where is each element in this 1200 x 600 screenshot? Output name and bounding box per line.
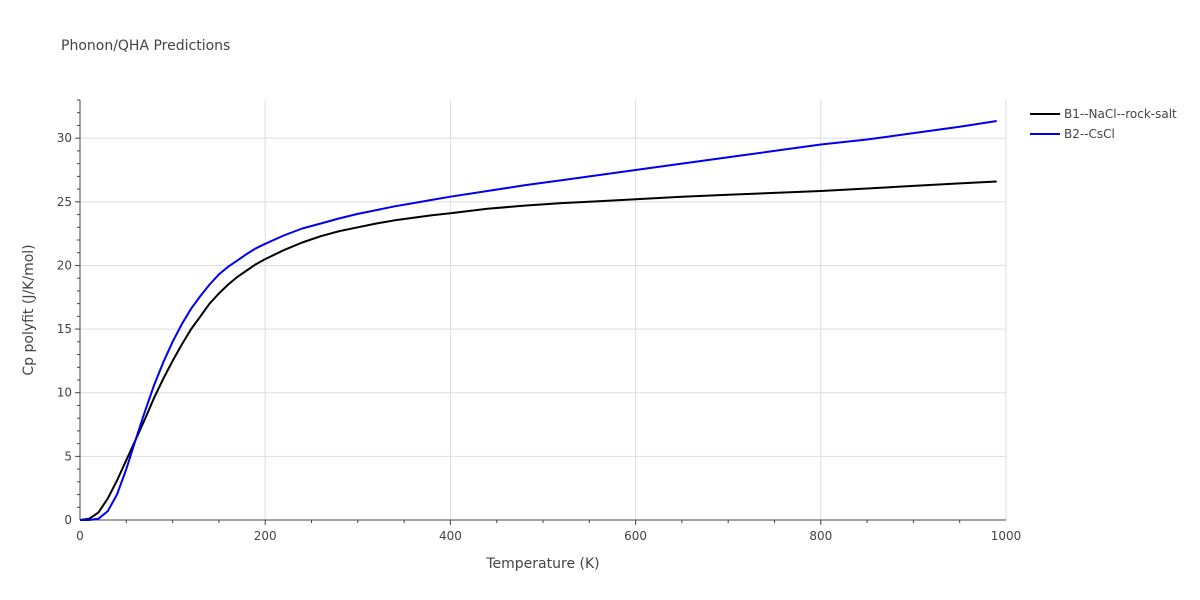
x-axis-title: Temperature (K) [485,556,599,572]
y-tick-label: 5 [64,449,72,463]
axes: 0 200 400 600 800 1000 0 5 10 15 20 25 30 [57,99,1022,543]
x-tick-label: 0 [76,529,84,543]
y-axis-title: Cp polyfit (J/K/mol) [21,244,37,375]
y-tick-label: 0 [64,513,72,527]
series-line-1 [79,180,997,521]
y-tick-label: 15 [57,322,72,336]
x-tick-label: 1000 [991,529,1022,543]
y-tick-label: 20 [57,258,72,272]
series-line-2 [80,120,997,521]
legend[interactable]: B1--NaCl--rock-salt B2--CsCl [1030,107,1177,141]
y-tick-label: 25 [57,195,72,209]
series-group [79,120,997,521]
y-tick-label: 30 [57,131,72,145]
x-tick-label: 600 [624,529,647,543]
legend-label: B2--CsCl [1064,127,1115,141]
y-tick-label: 10 [57,386,72,400]
x-tick-label: 800 [809,529,832,543]
x-tick-label: 200 [254,529,277,543]
grid [80,100,1007,520]
x-tick-label: 400 [439,529,462,543]
chart-title: Phonon/QHA Predictions [61,38,230,54]
legend-label: B1--NaCl--rock-salt [1064,107,1177,121]
